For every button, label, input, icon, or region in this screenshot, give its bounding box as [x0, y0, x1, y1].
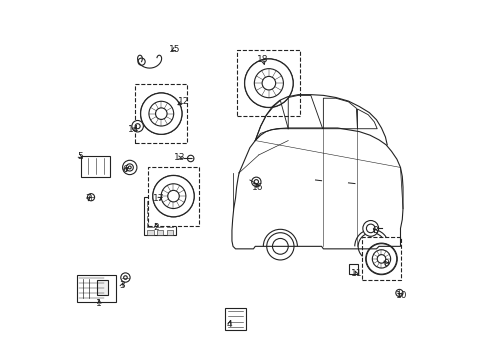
Circle shape	[266, 233, 293, 260]
Bar	[224, 309, 245, 330]
Circle shape	[152, 175, 194, 217]
Text: 2: 2	[154, 223, 159, 232]
Bar	[237, 50, 300, 116]
Bar	[97, 280, 108, 295]
Text: 16: 16	[252, 183, 264, 192]
Circle shape	[254, 69, 283, 98]
Bar	[147, 223, 153, 227]
Text: 5: 5	[77, 152, 83, 161]
Bar	[147, 208, 153, 213]
Circle shape	[153, 176, 194, 217]
Circle shape	[366, 224, 374, 233]
Text: 18: 18	[257, 55, 268, 64]
Bar	[144, 197, 176, 235]
Circle shape	[167, 190, 179, 202]
Bar	[361, 237, 400, 280]
Circle shape	[123, 276, 127, 279]
Text: 12: 12	[178, 97, 189, 106]
Circle shape	[357, 233, 385, 260]
Text: 1: 1	[96, 299, 102, 308]
Circle shape	[161, 184, 185, 208]
Circle shape	[395, 289, 402, 297]
Circle shape	[126, 164, 133, 171]
Text: 15: 15	[168, 45, 180, 54]
Text: 10: 10	[395, 291, 407, 300]
Text: 9: 9	[383, 259, 388, 268]
Circle shape	[371, 250, 390, 268]
Bar	[166, 201, 173, 206]
Circle shape	[272, 238, 287, 254]
Circle shape	[141, 93, 182, 134]
Circle shape	[262, 76, 275, 90]
Circle shape	[149, 101, 173, 126]
Circle shape	[366, 244, 396, 274]
Text: 13: 13	[173, 153, 184, 162]
Circle shape	[140, 93, 182, 134]
Bar	[157, 216, 163, 220]
Text: 6: 6	[122, 166, 128, 175]
Circle shape	[121, 273, 130, 282]
Bar	[157, 201, 163, 206]
Circle shape	[122, 160, 137, 175]
Bar	[157, 208, 163, 213]
Circle shape	[155, 108, 167, 120]
Text: 4: 4	[226, 320, 232, 329]
Text: 17: 17	[153, 194, 164, 203]
Circle shape	[254, 180, 258, 184]
Circle shape	[187, 155, 194, 162]
Text: 3: 3	[119, 281, 124, 290]
Text: 8: 8	[372, 226, 378, 235]
Circle shape	[138, 58, 145, 65]
Text: 7: 7	[85, 194, 91, 203]
Circle shape	[87, 194, 94, 201]
Bar	[81, 156, 110, 177]
Circle shape	[365, 243, 396, 275]
Bar	[147, 216, 153, 220]
Circle shape	[251, 177, 261, 186]
Bar	[135, 84, 187, 143]
Bar	[166, 216, 173, 220]
Circle shape	[363, 238, 379, 254]
Bar	[147, 167, 199, 226]
Bar	[147, 230, 153, 234]
Bar	[147, 201, 153, 206]
Circle shape	[244, 59, 292, 107]
Circle shape	[135, 124, 140, 129]
Circle shape	[244, 59, 293, 108]
Bar	[166, 208, 173, 213]
Text: 11: 11	[350, 269, 362, 278]
Text: 14: 14	[128, 125, 140, 134]
Circle shape	[128, 166, 131, 169]
Bar	[157, 230, 163, 234]
Circle shape	[132, 121, 143, 132]
Bar	[349, 264, 358, 274]
Bar	[77, 275, 116, 302]
Circle shape	[362, 221, 378, 236]
Bar	[166, 223, 173, 227]
Circle shape	[376, 255, 385, 263]
Bar	[157, 223, 163, 227]
Bar	[166, 230, 173, 234]
